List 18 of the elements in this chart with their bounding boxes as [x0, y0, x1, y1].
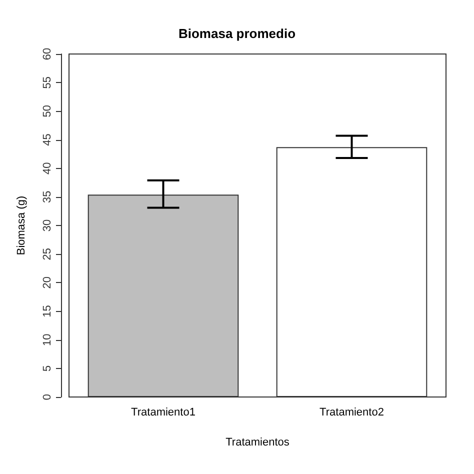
y-tick-label: 40 — [42, 162, 54, 174]
y-axis-title: Biomasa (g) — [16, 196, 28, 256]
y-tick-label: 15 — [42, 305, 54, 318]
y-tick-label: 45 — [42, 134, 54, 146]
y-tick-label: 10 — [42, 334, 54, 346]
y-tick-label: 5 — [42, 365, 54, 372]
chart-title: Biomasa promedio — [178, 26, 296, 41]
y-tick-label: 35 — [42, 190, 54, 204]
x-tick-label: Tratamiento2 — [320, 406, 384, 418]
y-tick-label: 50 — [42, 105, 54, 118]
y-tick-label: 20 — [42, 276, 54, 289]
y-tick-label: 60 — [42, 48, 54, 60]
y-tick-label: 0 — [42, 394, 54, 400]
x-tick-label: Tratamiento1 — [131, 406, 196, 418]
x-axis-title: Tratamientos — [226, 436, 290, 448]
y-tick-label: 55 — [42, 76, 54, 89]
y-tick-label: 30 — [42, 219, 54, 232]
y-tick-label: 25 — [42, 248, 54, 260]
